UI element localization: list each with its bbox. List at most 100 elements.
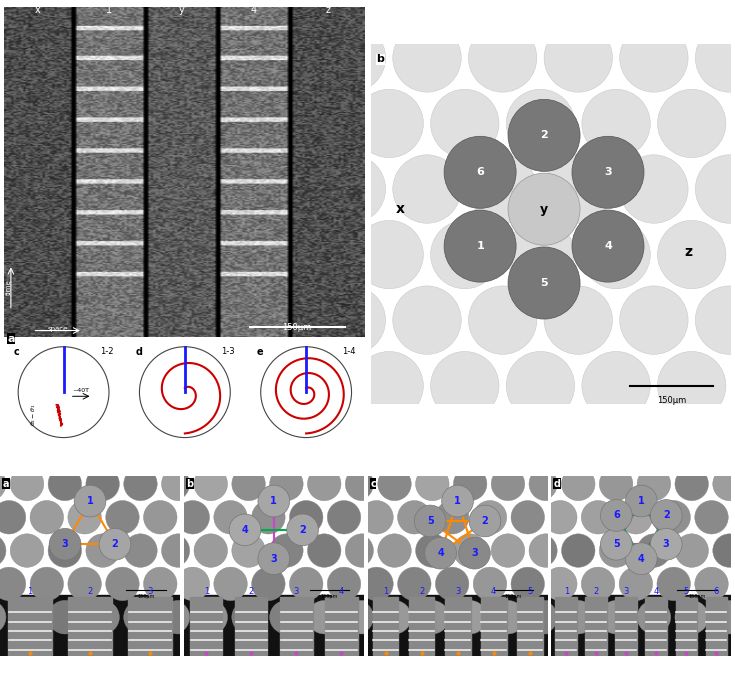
Circle shape bbox=[355, 89, 423, 158]
Circle shape bbox=[0, 434, 26, 467]
Circle shape bbox=[675, 601, 709, 634]
Circle shape bbox=[713, 467, 735, 501]
Text: 2: 2 bbox=[299, 525, 306, 535]
Circle shape bbox=[620, 417, 688, 486]
Circle shape bbox=[675, 467, 709, 501]
Text: 1: 1 bbox=[204, 587, 209, 596]
Circle shape bbox=[695, 155, 735, 223]
Text: 2: 2 bbox=[481, 516, 488, 526]
Circle shape bbox=[431, 220, 499, 289]
Circle shape bbox=[599, 467, 633, 501]
Circle shape bbox=[695, 500, 728, 534]
Text: 3: 3 bbox=[148, 587, 153, 596]
Text: 4: 4 bbox=[251, 5, 257, 15]
Circle shape bbox=[270, 467, 303, 501]
Circle shape bbox=[279, 352, 348, 420]
Circle shape bbox=[506, 89, 575, 158]
Circle shape bbox=[544, 155, 612, 223]
Text: a: a bbox=[3, 479, 10, 488]
Text: 3: 3 bbox=[623, 587, 629, 596]
Text: c: c bbox=[14, 347, 20, 357]
Circle shape bbox=[327, 567, 361, 601]
Circle shape bbox=[581, 500, 614, 534]
Circle shape bbox=[0, 467, 6, 501]
Circle shape bbox=[506, 434, 539, 467]
Circle shape bbox=[318, 417, 386, 486]
Circle shape bbox=[544, 286, 612, 354]
Text: 1-2: 1-2 bbox=[100, 347, 113, 356]
Bar bbox=[645, 597, 667, 655]
Circle shape bbox=[318, 23, 386, 92]
Bar bbox=[0, 594, 180, 656]
Circle shape bbox=[340, 534, 373, 568]
Circle shape bbox=[506, 567, 539, 601]
Circle shape bbox=[138, 567, 172, 601]
Circle shape bbox=[86, 467, 119, 501]
Circle shape bbox=[675, 534, 709, 568]
Circle shape bbox=[444, 210, 516, 282]
Circle shape bbox=[48, 534, 82, 568]
Circle shape bbox=[657, 567, 690, 601]
Circle shape bbox=[713, 601, 735, 634]
Text: 1: 1 bbox=[476, 241, 484, 251]
Bar bbox=[8, 597, 51, 655]
Bar bbox=[445, 597, 470, 655]
Circle shape bbox=[529, 467, 562, 501]
Circle shape bbox=[733, 89, 735, 158]
Text: 150μm: 150μm bbox=[689, 594, 706, 599]
Circle shape bbox=[658, 220, 726, 289]
Circle shape bbox=[415, 467, 449, 501]
Circle shape bbox=[270, 601, 303, 634]
Circle shape bbox=[123, 467, 157, 501]
Circle shape bbox=[251, 567, 285, 601]
Circle shape bbox=[620, 23, 688, 92]
Circle shape bbox=[106, 567, 139, 601]
Text: 4: 4 bbox=[339, 587, 344, 596]
Circle shape bbox=[162, 534, 195, 568]
Circle shape bbox=[453, 467, 487, 501]
Circle shape bbox=[529, 601, 562, 634]
Circle shape bbox=[143, 500, 177, 534]
Text: d: d bbox=[554, 479, 561, 488]
Circle shape bbox=[258, 485, 290, 517]
Circle shape bbox=[355, 352, 423, 420]
Circle shape bbox=[345, 534, 379, 568]
Circle shape bbox=[106, 500, 139, 534]
Text: 150μm: 150μm bbox=[137, 594, 154, 599]
Circle shape bbox=[194, 601, 228, 634]
Circle shape bbox=[176, 434, 209, 467]
Circle shape bbox=[695, 23, 735, 92]
Circle shape bbox=[491, 467, 525, 501]
Circle shape bbox=[48, 601, 82, 634]
Text: ~40T: ~40T bbox=[73, 388, 90, 393]
Circle shape bbox=[544, 417, 612, 486]
Circle shape bbox=[658, 89, 726, 158]
Text: x: x bbox=[395, 202, 404, 216]
Circle shape bbox=[327, 500, 361, 534]
Bar bbox=[325, 597, 357, 655]
Text: 3: 3 bbox=[471, 548, 478, 558]
Text: d: d bbox=[135, 347, 143, 357]
Text: 1: 1 bbox=[87, 496, 93, 506]
Circle shape bbox=[307, 601, 341, 634]
Text: 2: 2 bbox=[419, 587, 424, 596]
Circle shape bbox=[232, 601, 265, 634]
Circle shape bbox=[290, 500, 323, 534]
Circle shape bbox=[572, 136, 644, 208]
Circle shape bbox=[68, 434, 101, 467]
Circle shape bbox=[425, 537, 456, 569]
Circle shape bbox=[544, 23, 612, 92]
Text: 1: 1 bbox=[454, 496, 461, 506]
Circle shape bbox=[232, 534, 265, 568]
Text: 2: 2 bbox=[248, 587, 254, 596]
Text: 4: 4 bbox=[491, 587, 496, 596]
Circle shape bbox=[30, 567, 63, 601]
Circle shape bbox=[194, 467, 228, 501]
Circle shape bbox=[572, 210, 644, 282]
Text: 150μm: 150μm bbox=[282, 323, 312, 332]
Circle shape bbox=[392, 155, 462, 223]
Bar bbox=[280, 597, 312, 655]
Circle shape bbox=[473, 500, 506, 534]
Circle shape bbox=[176, 567, 209, 601]
Text: 1: 1 bbox=[107, 5, 112, 15]
